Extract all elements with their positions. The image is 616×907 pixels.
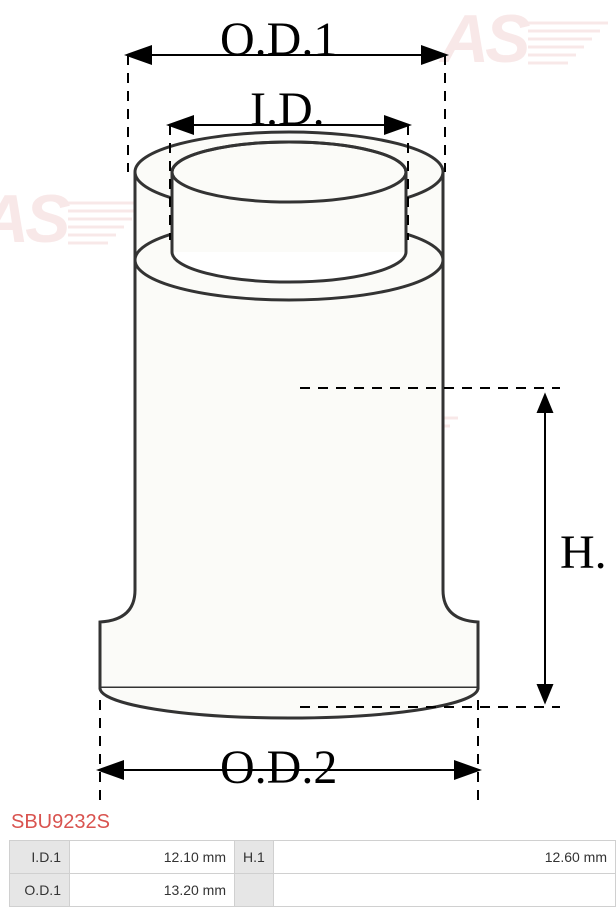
label-id: I.D. xyxy=(250,82,325,137)
spec-label: H.1 xyxy=(235,841,274,874)
spec-label: O.D.1 xyxy=(10,874,70,907)
spec-label: I.D.1 xyxy=(10,841,70,874)
spec-value xyxy=(273,874,615,907)
bushing-shape xyxy=(100,132,478,718)
part-number: SBU9232S xyxy=(11,811,110,834)
table-row: I.D.1 12.10 mm H.1 12.60 mm xyxy=(10,841,616,874)
label-h: H. xyxy=(560,525,607,580)
label-od2: O.D.2 xyxy=(220,740,337,795)
spec-value: 12.10 mm xyxy=(70,841,235,874)
table-row: O.D.1 13.20 mm xyxy=(10,874,616,907)
technical-diagram: AS AS AS AS xyxy=(0,0,616,812)
spec-value: 13.20 mm xyxy=(70,874,235,907)
spec-value: 12.60 mm xyxy=(273,841,615,874)
spec-table: I.D.1 12.10 mm H.1 12.60 mm O.D.1 13.20 … xyxy=(9,840,616,907)
label-od1: O.D.1 xyxy=(220,12,337,67)
spec-label xyxy=(235,874,274,907)
